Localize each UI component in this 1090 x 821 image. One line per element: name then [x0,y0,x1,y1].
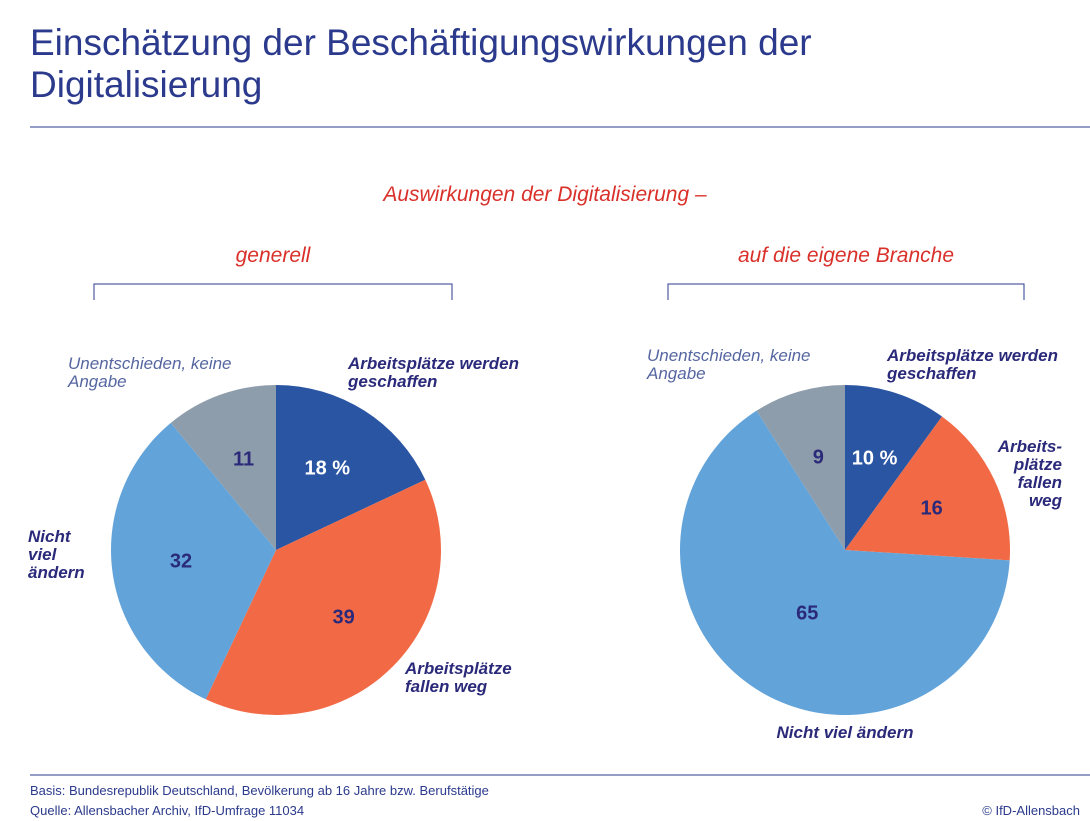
footer-source: Quelle: Allensbacher Archiv, IfD-Umfrage… [30,803,305,818]
pie-slice [276,385,426,550]
value-label: 65 [796,602,819,625]
category-label: Arbeitsplätze fallen weg [405,659,512,696]
pie-slice [845,416,1011,561]
pie-slice [205,479,441,715]
pie-title: auf die eigene Branche [738,244,954,267]
category-label: Nicht viel ändern [776,723,914,742]
pie-slice [845,385,942,550]
bracket [667,283,1025,300]
footer-basis: Basis: Bundesrepublik Deutschland, Bevöl… [30,783,489,798]
category-label: Nicht viel ändern [28,527,85,582]
value-label: 16 [920,497,943,520]
value-label: 11 [233,448,255,471]
footer-copyright: © IfD-Allensbach [982,803,1080,818]
pie-slice [756,385,845,550]
pie-slice [680,410,1010,715]
category-label: Arbeits-plätze fallen weg [997,437,1062,510]
category-label: Arbeitsplätze werden geschaffen [887,346,1058,383]
value-label: 18 % [304,457,351,480]
pie-title: generell [235,244,311,267]
category-label: Unentschieden, keine Angabe [647,346,811,383]
value-label: 32 [169,550,193,573]
value-label: 9 [812,446,824,469]
bracket [93,283,453,300]
value-label: 39 [332,606,355,629]
category-label: Arbeitsplätze werden geschaffen [348,354,519,391]
category-label: Unentschieden, keine Angabe [68,354,232,391]
pie-slice [111,422,276,700]
pie-slice [170,385,276,550]
heading: Auswirkungen der Digitalisierung – [383,183,707,206]
page-title: Einschätzung der Beschäftigungswirkungen… [30,22,812,105]
value-label: 10 % [851,447,898,470]
